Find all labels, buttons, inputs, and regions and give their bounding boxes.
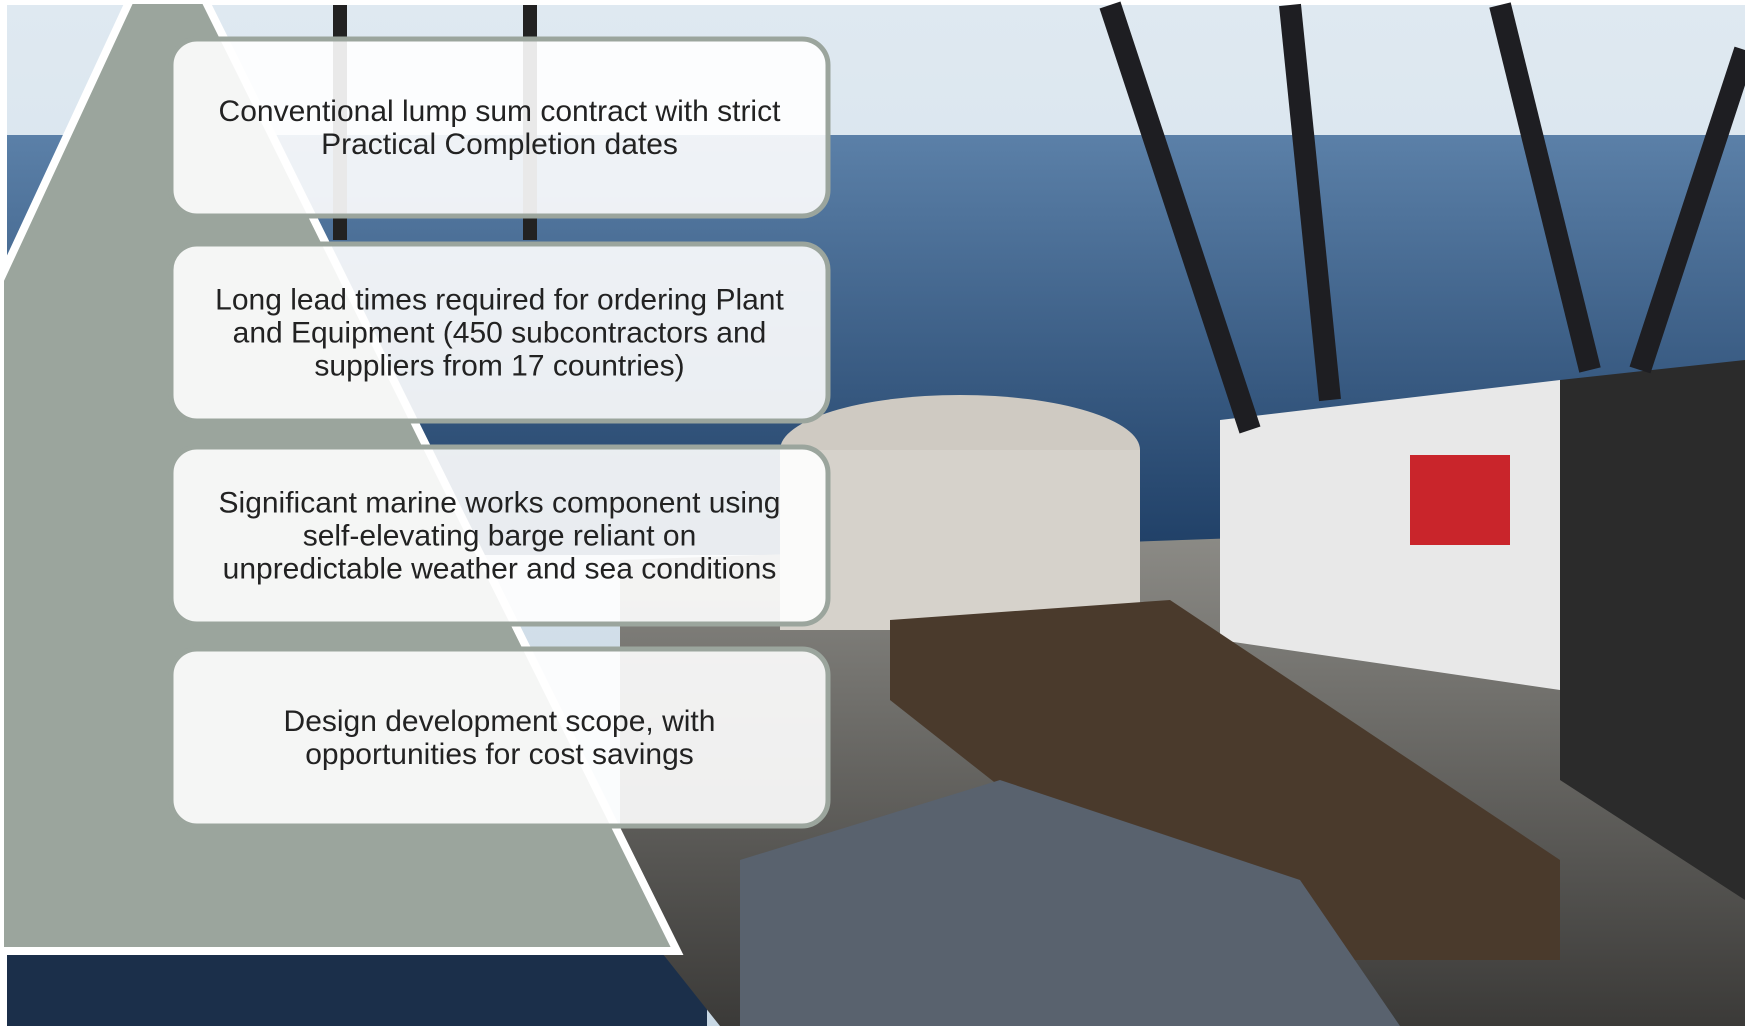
crane-side [1560, 360, 1745, 900]
box-panel [168, 444, 831, 627]
pyramid-box: Design development scope, withopportunit… [168, 646, 831, 829]
box-panel [168, 36, 831, 219]
box-text: suppliers from 17 countries) [314, 350, 684, 383]
pyramid-box: Conventional lump sum contract with stri… [168, 36, 831, 219]
logo-plate [1410, 455, 1510, 545]
box-text: Design development scope, with [284, 705, 716, 738]
box-text: Practical Completion dates [321, 128, 678, 161]
box-text: Long lead times required for ordering Pl… [215, 284, 784, 317]
box-text: self-elevating barge reliant on [303, 520, 697, 553]
pyramid-box: Long lead times required for ordering Pl… [168, 241, 831, 424]
pyramid-box: Significant marine works component using… [168, 444, 831, 627]
caisson-wall [780, 450, 1140, 630]
box-text: Significant marine works component using [219, 487, 781, 520]
box-panel [168, 646, 831, 829]
tarp [740, 780, 1400, 1026]
box-text: unpredictable weather and sea conditions [223, 553, 777, 586]
box-text: Conventional lump sum contract with stri… [219, 95, 782, 128]
background-photo [7, 1, 1745, 1026]
box-panel [168, 241, 831, 424]
box-list: Conventional lump sum contract with stri… [168, 36, 831, 829]
crawler-track [890, 600, 1560, 960]
box-text: and Equipment (450 subcontractors and [233, 317, 767, 350]
crane-boom [1099, 1, 1745, 434]
box-text: opportunities for cost savings [305, 738, 694, 771]
